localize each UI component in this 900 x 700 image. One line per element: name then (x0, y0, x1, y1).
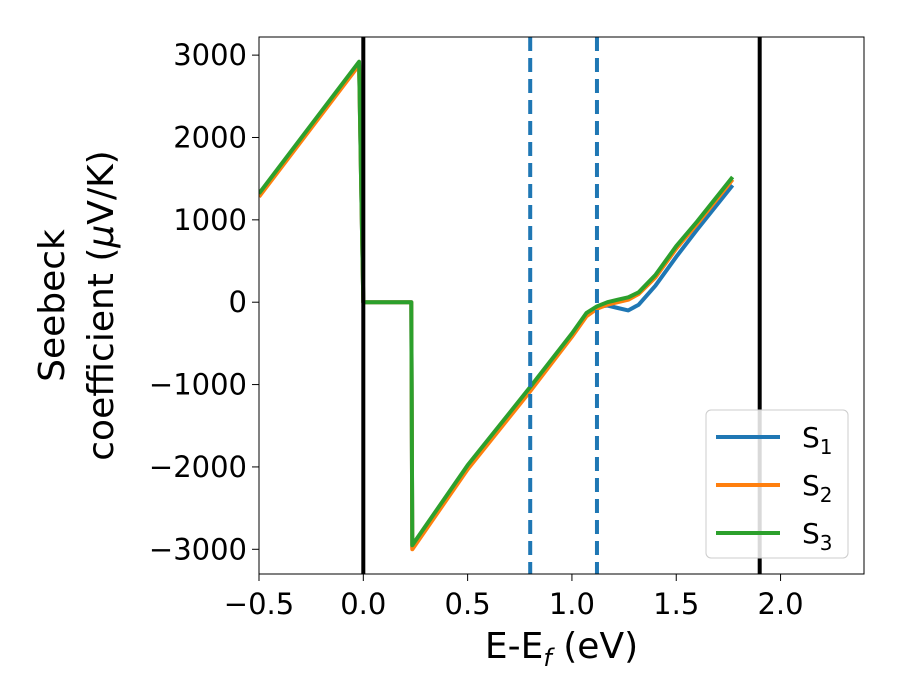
x-tick-label: 1.0 (549, 587, 595, 621)
y-axis-label-post: V/K) (81, 150, 122, 224)
y-tick-label: 0 (229, 285, 247, 319)
y-tick-label: −1000 (149, 368, 247, 402)
y-tick-label: −3000 (149, 532, 247, 566)
x-axis-label-suffix: (eV) (552, 626, 638, 667)
y-tick-label: 2000 (173, 120, 247, 154)
y-axis-label-line2: coefficient (μV/K) (81, 150, 122, 460)
x-axis-label: E-Ef (eV) (485, 626, 638, 672)
y-tick-label: 1000 (173, 203, 247, 237)
y-tick-label: −2000 (149, 450, 247, 484)
plot-frame (258, 36, 865, 575)
x-tick-label: 1.5 (653, 587, 699, 621)
x-tick-label: −0.5 (224, 587, 294, 621)
y-axis-label-mu: μ (81, 225, 122, 249)
legend-label-3: S3 (802, 517, 833, 555)
y-axis-label-pre: coefficient ( (81, 248, 122, 461)
series-line-2 (259, 63, 735, 552)
plot-area (259, 37, 762, 574)
x-tick-label: 0.0 (340, 587, 386, 621)
legend-label-1: S1 (802, 421, 833, 459)
x-tick-label: 0.5 (445, 587, 491, 621)
legend-label-2: S2 (802, 469, 833, 507)
x-axis-label-base: E-E (485, 626, 543, 667)
axis-ticks: −0.5 0.0 0.5 1.0 1.5 2.0 −3000 −2000 −1000 0 1000 2… (149, 38, 804, 621)
x-tick-label: 2.0 (757, 587, 803, 621)
y-tick-label: 3000 (173, 38, 247, 72)
y-axis-label-line1: Seebeck (32, 229, 73, 382)
series-line-3 (259, 59, 735, 548)
series-line-1 (259, 61, 735, 550)
legend: S1 S2 S3 (705, 409, 849, 559)
